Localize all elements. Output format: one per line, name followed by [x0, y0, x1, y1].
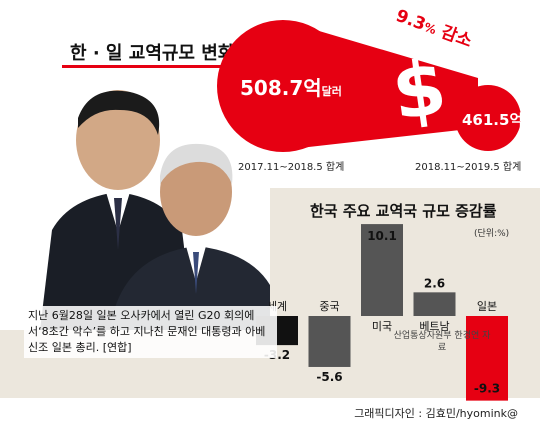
right-bubble-value: 461.5억	[462, 111, 524, 129]
right-period: 2018.11~2019.5 합계	[415, 162, 522, 173]
svg-text:$: $	[387, 42, 452, 137]
category-label-4: 일본	[477, 299, 497, 313]
headline: 한 · 일 교역규모 변화	[70, 43, 235, 64]
bar-3	[413, 292, 456, 316]
category-label-2: 미국	[372, 320, 392, 333]
left-period: 2017.11~2018.5 합계	[238, 162, 345, 173]
source-note: 산업통상자원부 한경연 자료	[393, 331, 491, 353]
bar-4	[466, 316, 508, 401]
leaders-photo	[0, 80, 270, 330]
value-label-1: -5.6	[316, 370, 342, 384]
bar-2	[361, 224, 403, 316]
left-bubble-unit: 달러	[321, 85, 342, 98]
bubble-2017-2018	[217, 20, 349, 152]
headline-box	[62, 35, 230, 68]
chart-title: 한국 주요 교역국 규모 증감률	[310, 202, 497, 220]
category-label-1: 중국	[319, 300, 339, 313]
photo-caption: 지난 6월28일 일본 오사카에서 열린 G20 회의에서‘8초간 악수’를 하…	[24, 306, 277, 358]
category-label-3: 베트남	[419, 320, 449, 333]
value-label-2: 10.1	[367, 229, 397, 243]
left-bubble-value: 508.7억달러	[240, 76, 342, 100]
bubble-2018-2019	[455, 85, 521, 151]
graphic-credit: 그래픽디자인 : 김효민/hyomink@	[354, 407, 518, 420]
value-label-3: 2.6	[424, 276, 445, 290]
dollar-icon: $	[387, 42, 452, 137]
bar-1	[308, 316, 351, 367]
chart-unit: (단위:%)	[474, 229, 510, 239]
value-label-4: -9.3	[474, 382, 500, 396]
